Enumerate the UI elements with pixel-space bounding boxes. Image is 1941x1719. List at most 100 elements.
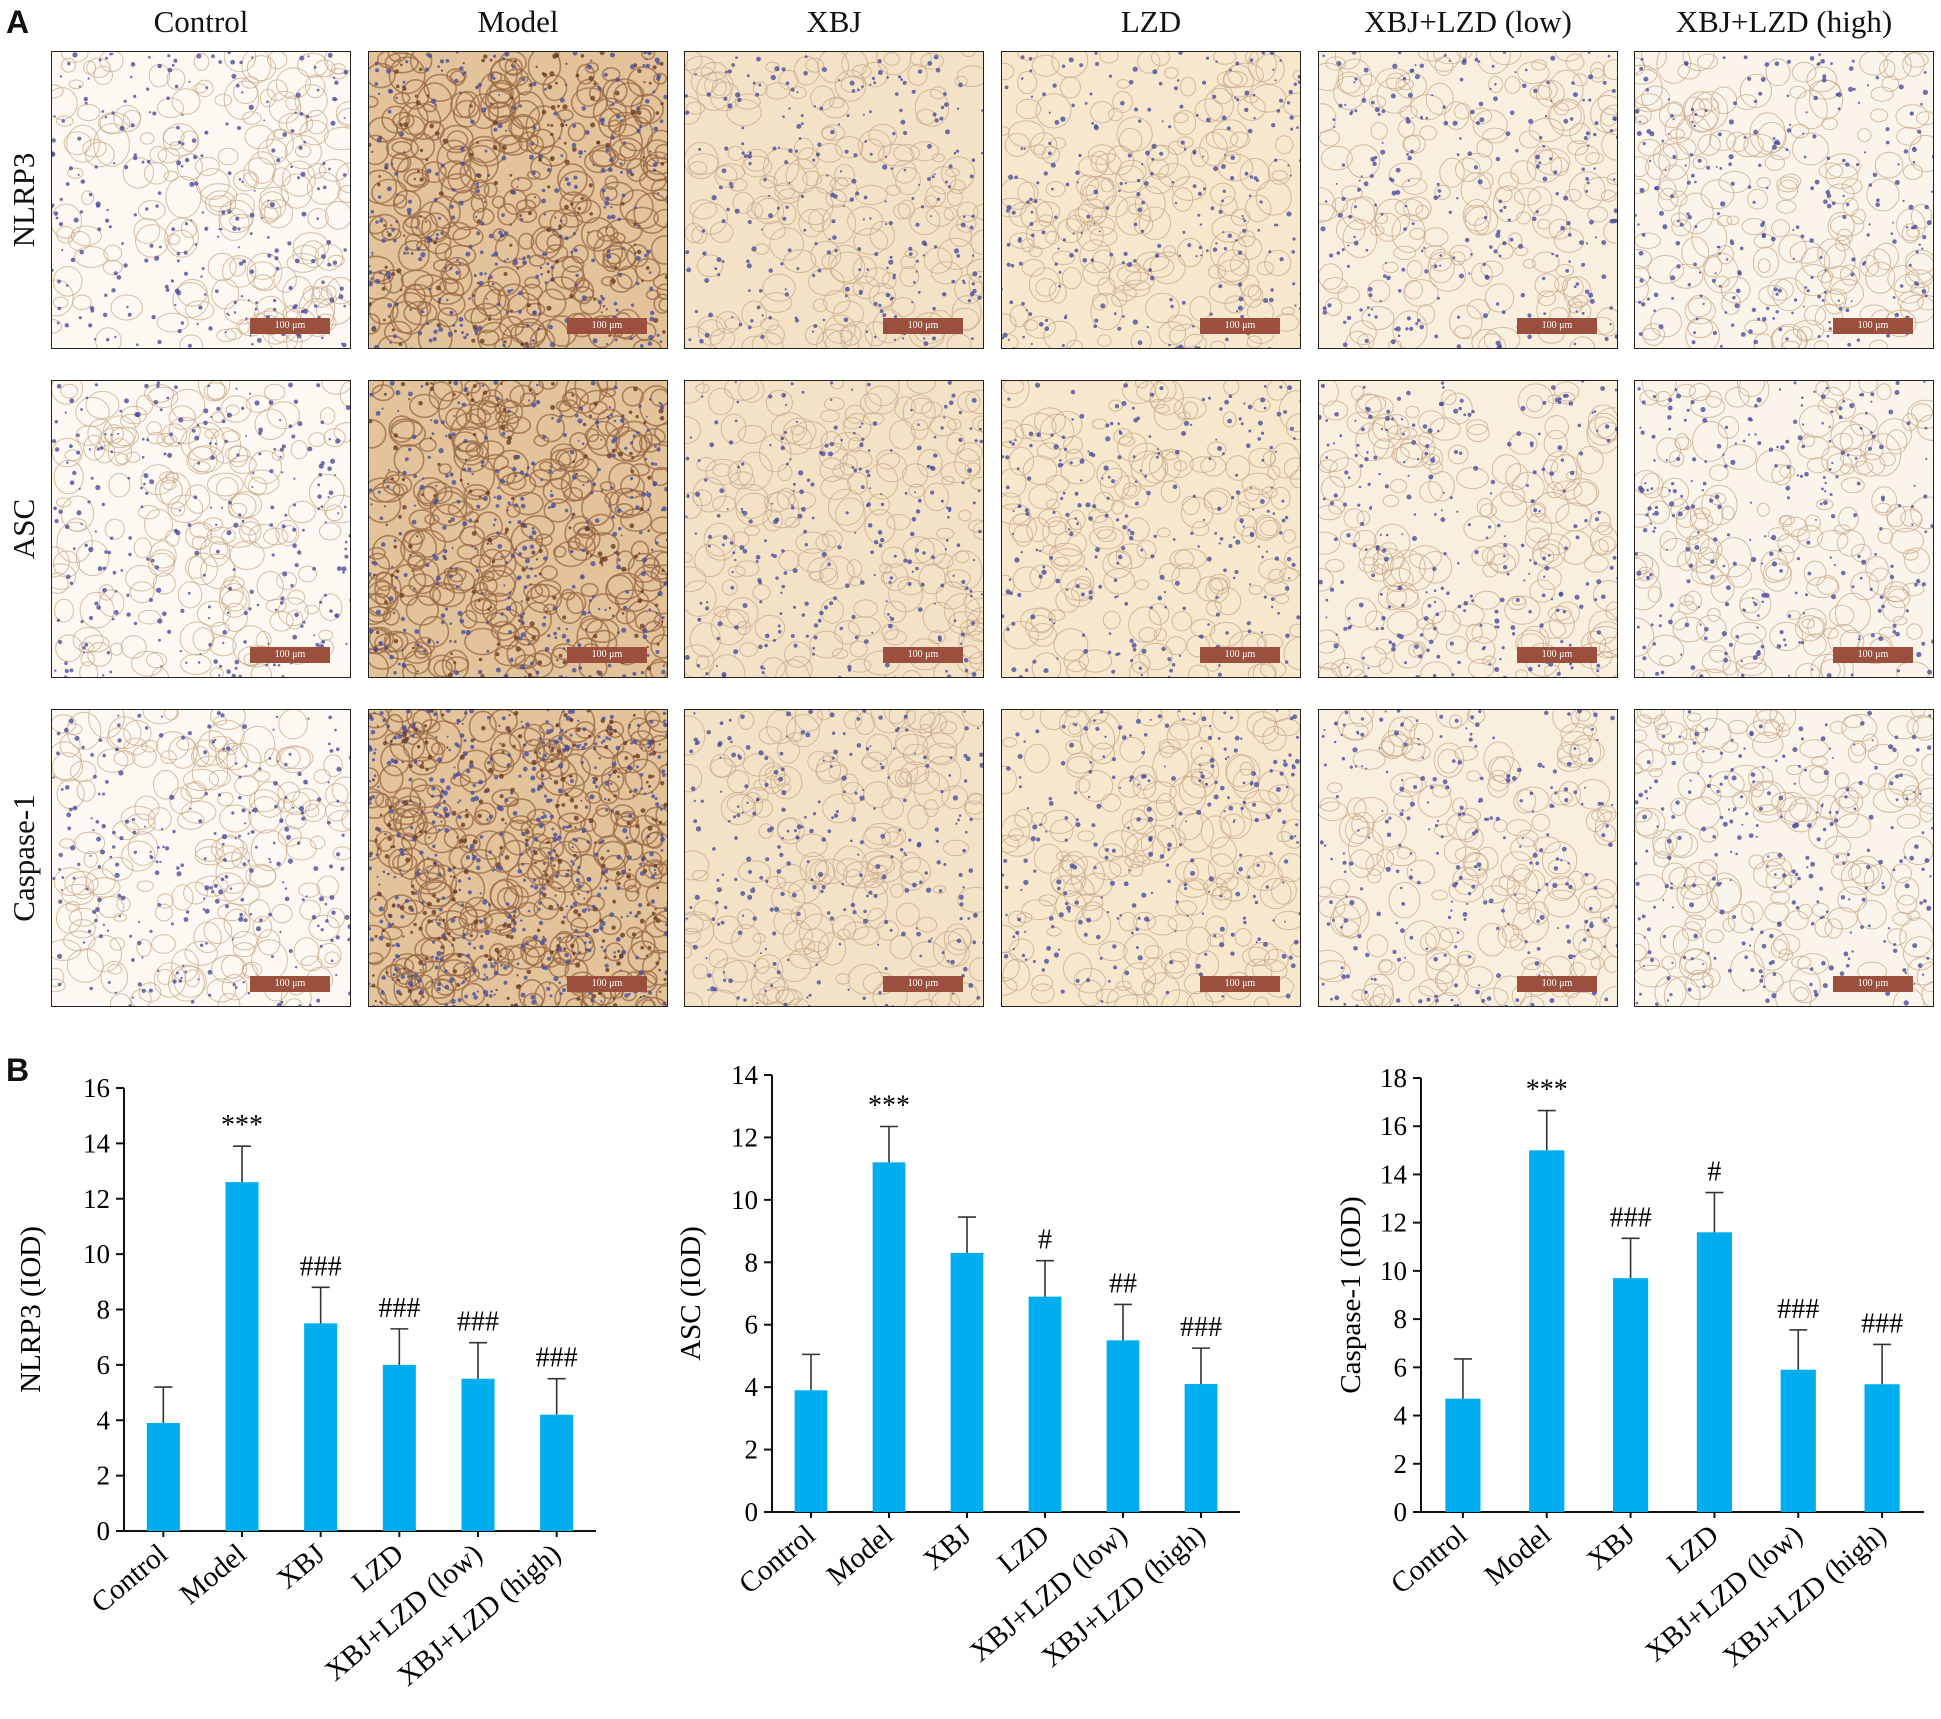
significance-label: ### [536,1343,578,1374]
column-header-xbj: XBJ [806,4,862,39]
bar [872,1162,906,1512]
tissue-texture [1002,52,1300,348]
bar [1864,1384,1900,1512]
scale-bar: 100 μm [1200,647,1280,663]
tissue-texture [1319,710,1617,1006]
x-tick-label: LZD [992,1519,1056,1580]
x-tick-label: Control [85,1538,173,1619]
y-tick-label: 14 [83,1128,111,1158]
micrograph-asc-lzd: 100 μm [1001,380,1301,678]
bar [1106,1340,1140,1512]
y-tick-label: 14 [731,1060,759,1090]
y-tick-label: 2 [97,1461,111,1491]
tissue-texture [369,52,667,348]
bar [1529,1150,1565,1512]
column-header-control: Control [153,4,249,39]
y-tick-label: 0 [745,1497,759,1527]
micrograph-asc-xbj: 100 μm [684,380,984,678]
column-header-xbj-lzd-low: XBJ+LZD (low) [1364,4,1572,39]
bar-chart-3: 0 2 4 6 8 10 12 14 16 18 Caspase-1 (IOD) Control ***… [1335,1063,1924,1673]
significance-label: ### [378,1293,420,1324]
x-tick-label: Control [733,1519,821,1600]
y-tick-label: 12 [1380,1208,1407,1238]
tissue-texture [1319,52,1617,348]
y-axis-label: NLRP3 (IOD) [15,1226,47,1393]
bar-chart-1: 0 2 4 6 8 10 12 14 16 NLRP3 (IOD) Control *** Model #… [15,1073,596,1692]
bar [1445,1398,1481,1512]
significance-label: ### [1610,1202,1652,1233]
tissue-texture [685,710,983,1006]
x-tick-label: LZD [1661,1519,1725,1580]
tissue-texture [685,381,983,677]
scale-bar: 100 μm [1833,976,1913,992]
micrograph-asc-control: 100 μm [51,380,351,678]
tissue-texture [369,381,667,677]
x-tick-label: XBJ [271,1538,331,1596]
bar [1696,1232,1733,1512]
panel-b-label: B [6,1052,30,1088]
scale-bar: 100 μm [1200,976,1280,992]
y-tick-label: 2 [745,1435,759,1465]
y-tick-label: 0 [97,1516,111,1546]
micrograph-nlrp3-xbj-lzd-high: 100 μm [1634,51,1934,349]
micrograph-nlrp3-xbj: 100 μm [684,51,984,349]
significance-label: ### [1777,1294,1819,1325]
micrograph-caspase1-lzd: 100 μm [1001,709,1301,1007]
scale-bar: 100 μm [1517,318,1597,334]
x-tick-label: Model [174,1538,253,1611]
x-tick-label: Model [821,1519,900,1592]
bar [225,1182,259,1531]
micrograph-nlrp3-xbj-lzd-low: 100 μm [1318,51,1618,349]
y-tick-label: 2 [1394,1449,1408,1479]
tissue-texture [52,52,350,348]
tissue-texture [685,52,983,348]
scale-bar: 100 μm [1833,318,1913,334]
y-tick-label: 10 [1380,1256,1407,1286]
bar [146,1423,180,1531]
tissue-texture [52,381,350,677]
y-tick-label: 0 [1394,1497,1408,1527]
micrograph-caspase1-model: 100 μm [368,709,668,1007]
tissue-texture [369,710,667,1006]
y-tick-label: 16 [83,1073,110,1103]
y-tick-label: 10 [83,1239,110,1269]
bar [1780,1369,1816,1512]
significance-label: *** [868,1091,910,1122]
micrograph-caspase1-xbj-lzd-low: 100 μm [1318,709,1618,1007]
scale-bar: 100 μm [567,647,647,663]
micrograph-asc-xbj-lzd-low: 100 μm [1318,380,1618,678]
tissue-texture [1319,381,1617,677]
micrograph-caspase1-control: 100 μm [51,709,351,1007]
micrograph-asc-model: 100 μm [368,380,668,678]
micrograph-caspase1-xbj: 100 μm [684,709,984,1007]
y-tick-label: 8 [97,1295,111,1325]
tissue-texture [1635,381,1933,677]
y-tick-label: 14 [1380,1159,1408,1189]
tissue-texture [52,710,350,1006]
scale-bar: 100 μm [883,318,963,334]
significance-label: *** [221,1110,263,1141]
y-axis-label: Caspase-1 (IOD) [1335,1196,1367,1393]
scale-bar: 100 μm [1200,318,1280,334]
y-axis-label: ASC (IOD) [675,1226,707,1361]
bar [382,1364,416,1531]
column-header-lzd: LZD [1120,4,1182,39]
scale-bar: 100 μm [567,976,647,992]
y-tick-label: 16 [1380,1111,1407,1141]
bar [540,1414,574,1531]
x-tick-label: Control [1385,1519,1473,1600]
significance-label: ## [1109,1268,1137,1299]
panel-a-label: A [6,4,30,40]
significance-label: *** [1526,1075,1568,1106]
x-tick-label: Model [1479,1519,1558,1592]
scale-bar: 100 μm [250,647,330,663]
x-tick-label: XBJ [917,1519,977,1577]
y-tick-label: 18 [1380,1063,1407,1093]
bar [1612,1278,1649,1512]
significance-label: ### [1861,1308,1903,1339]
bar [1184,1384,1218,1512]
y-tick-label: 4 [97,1405,111,1435]
tissue-texture [1002,710,1300,1006]
x-tick-label: LZD [346,1538,410,1599]
tissue-texture [1635,710,1933,1006]
